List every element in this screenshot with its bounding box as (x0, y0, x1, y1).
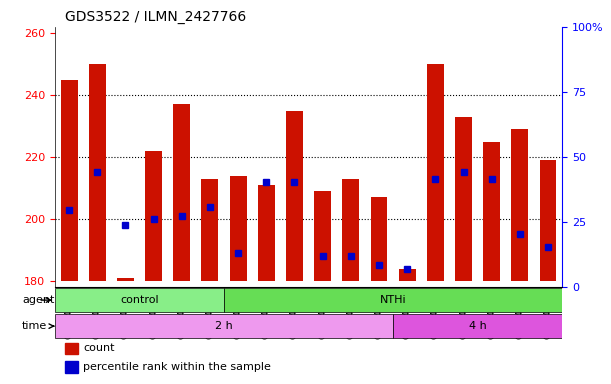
Bar (342, 179, 359, 281)
Bar (370, 197, 387, 281)
Text: NTHi: NTHi (380, 295, 406, 305)
FancyBboxPatch shape (224, 288, 562, 312)
FancyBboxPatch shape (55, 314, 393, 338)
Bar (258, 185, 275, 281)
Bar (540, 160, 557, 281)
Bar (60, 79, 78, 281)
Bar (455, 117, 472, 281)
Bar (174, 104, 190, 281)
Bar (286, 111, 303, 281)
Bar (89, 64, 106, 281)
Bar (399, 268, 415, 281)
Bar (427, 64, 444, 281)
Text: 2 h: 2 h (215, 321, 233, 331)
Bar (65, 361, 78, 372)
Bar (483, 141, 500, 281)
Bar (145, 151, 162, 281)
Bar (202, 179, 218, 281)
Text: percentile rank within the sample: percentile rank within the sample (83, 362, 271, 372)
Bar (117, 278, 134, 281)
Text: agent: agent (22, 295, 54, 305)
FancyBboxPatch shape (55, 288, 224, 312)
Text: 4 h: 4 h (469, 321, 486, 331)
FancyBboxPatch shape (393, 314, 562, 338)
Bar (230, 175, 247, 281)
Bar (511, 129, 529, 281)
Bar (314, 191, 331, 281)
Text: time: time (22, 321, 54, 331)
Text: control: control (120, 295, 159, 305)
Bar (65, 343, 78, 354)
Text: count: count (83, 343, 114, 353)
Text: GDS3522 / ILMN_2427766: GDS3522 / ILMN_2427766 (65, 10, 246, 25)
